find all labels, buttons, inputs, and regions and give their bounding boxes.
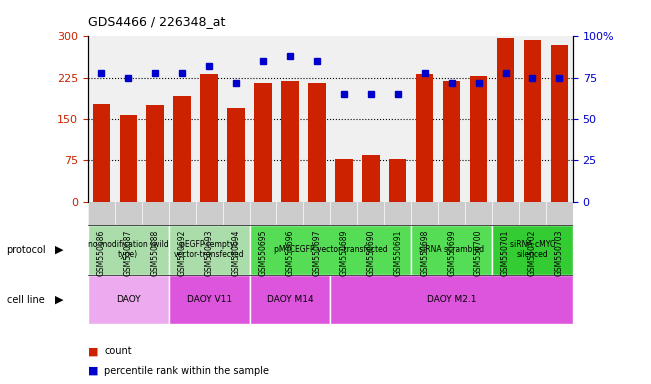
Bar: [551, 45, 568, 202]
Text: ■: ■: [88, 346, 98, 356]
Bar: [169, 275, 249, 324]
Bar: [443, 81, 460, 202]
Bar: [146, 105, 164, 202]
Bar: [308, 83, 326, 202]
Bar: [497, 38, 514, 202]
Text: siRNA cMYC
silenced: siRNA cMYC silenced: [510, 240, 555, 259]
Text: DAOY M2.1: DAOY M2.1: [427, 295, 477, 304]
Bar: [88, 275, 169, 324]
Bar: [492, 225, 573, 275]
Bar: [88, 225, 169, 275]
Text: no modification (wild
type): no modification (wild type): [88, 240, 169, 259]
Bar: [523, 40, 541, 202]
Bar: [169, 225, 249, 275]
Bar: [330, 275, 573, 324]
Text: pEGFP (empty)
vector-transfected: pEGFP (empty) vector-transfected: [174, 240, 244, 259]
Text: count: count: [104, 346, 132, 356]
Bar: [173, 96, 191, 202]
Text: ▶: ▶: [55, 295, 64, 305]
Bar: [362, 155, 380, 202]
Text: ▶: ▶: [55, 245, 64, 255]
Bar: [249, 225, 411, 275]
Bar: [201, 74, 218, 202]
Text: DAOY V11: DAOY V11: [187, 295, 232, 304]
Text: ■: ■: [88, 366, 98, 376]
Text: siRNA scrambled: siRNA scrambled: [419, 245, 484, 254]
Text: percentile rank within the sample: percentile rank within the sample: [104, 366, 269, 376]
Bar: [227, 108, 245, 202]
Text: protocol: protocol: [7, 245, 46, 255]
Bar: [120, 115, 137, 202]
Text: cell line: cell line: [7, 295, 44, 305]
Bar: [411, 225, 492, 275]
Text: DAOY M14: DAOY M14: [267, 295, 313, 304]
Text: GDS4466 / 226348_at: GDS4466 / 226348_at: [88, 15, 225, 28]
Text: DAOY: DAOY: [116, 295, 141, 304]
Text: pMYCEGFP vector-transfected: pMYCEGFP vector-transfected: [273, 245, 387, 254]
Bar: [249, 275, 330, 324]
Bar: [389, 159, 406, 202]
Bar: [92, 104, 110, 202]
Bar: [281, 81, 299, 202]
Bar: [470, 76, 488, 202]
Bar: [416, 74, 434, 202]
Bar: [255, 83, 271, 202]
Bar: [335, 159, 353, 202]
